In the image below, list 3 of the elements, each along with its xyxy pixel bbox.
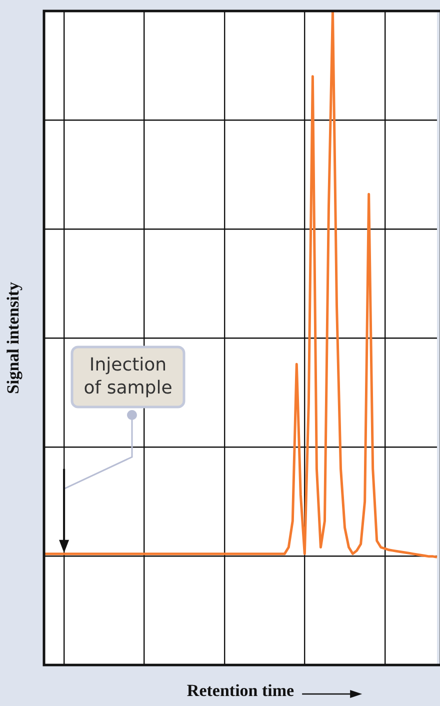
annotation: Injection of sample (84, 354, 172, 399)
y-axis-title: Signal intensity (4, 282, 23, 394)
x-axis-title: Retention time (186, 681, 295, 700)
